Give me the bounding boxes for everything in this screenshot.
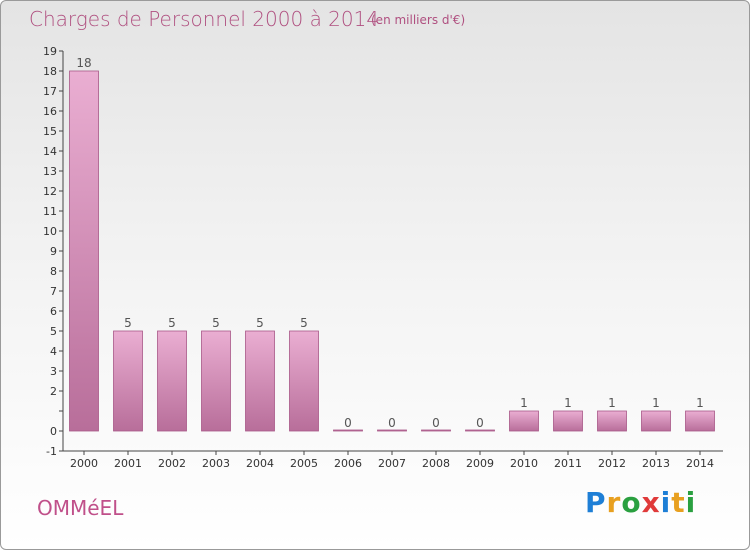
y-tick-label: 8 [50,265,57,278]
bar [685,410,715,432]
x-tick-label: 2000 [70,457,98,470]
x-tick-label: 2011 [554,457,582,470]
data-label: 0 [476,416,484,430]
bar [509,410,539,432]
data-label: 1 [520,396,528,410]
data-label: 5 [212,316,220,330]
y-tick-label: 18 [43,65,57,78]
y-tick-label: 17 [43,85,57,98]
data-label: 1 [608,396,616,410]
y-tick-label: 2 [50,385,57,398]
y-tick-label: 5 [50,325,57,338]
x-tick-label: 2012 [598,457,626,470]
y-tick-label: 7 [50,285,57,298]
data-label: 0 [432,416,440,430]
bar [69,70,99,432]
y-tick-label: 12 [43,185,57,198]
bar [597,410,627,432]
brand-letter: r [606,486,622,519]
y-tick-label: -1 [46,445,57,458]
bar [377,429,407,432]
bar [245,330,275,432]
data-label: 5 [256,316,264,330]
y-tick-label: 9 [50,245,57,258]
data-label: 5 [168,316,176,330]
chart-unit-note: (en milliers d'€) [371,13,466,27]
x-tick-label: 2014 [686,457,714,470]
data-label: 1 [652,396,660,410]
x-tick-label: 2010 [510,457,538,470]
y-tick-label: 4 [50,345,57,358]
brand-letter: i [660,486,672,519]
brand-letter: o [621,486,642,519]
x-tick-label: 2008 [422,457,450,470]
y-tick-label: 19 [43,45,57,58]
x-tick-label: 2007 [378,457,406,470]
data-label: 0 [344,416,352,430]
bar [465,429,495,432]
brand-letter: i [685,486,697,519]
x-tick-label: 2005 [290,457,318,470]
brand-letter: P [585,486,607,519]
bar [113,330,143,432]
commune-name: OMMéEL [37,496,124,520]
data-label: 1 [696,396,704,410]
data-label: 5 [124,316,132,330]
x-tick-label: 2006 [334,457,362,470]
data-label: 0 [388,416,396,430]
bar [333,429,363,432]
y-tick-label: 10 [43,225,57,238]
data-label: 5 [300,316,308,330]
y-tick-label: 0 [50,425,57,438]
y-tick-label: 13 [43,165,57,178]
y-tick-label: 15 [43,125,57,138]
data-label: 18 [76,56,91,70]
bar [289,330,319,432]
y-tick-label: 3 [50,365,57,378]
x-tick-label: 2009 [466,457,494,470]
x-tick-label: 2013 [642,457,670,470]
data-label: 1 [564,396,572,410]
chart-title: Charges de Personnel 2000 à 2014 [29,7,380,31]
x-tick-label: 2004 [246,457,274,470]
x-tick-label: 2003 [202,457,230,470]
y-tick-label: 11 [43,205,57,218]
bar [553,410,583,432]
x-tick-label: 2001 [114,457,142,470]
y-tick-label: 14 [43,145,57,158]
bar [201,330,231,432]
x-tick-label: 2002 [158,457,186,470]
y-tick-label: 6 [50,305,57,318]
proxiti-logo: Proxiti [585,486,696,519]
brand-letter: x [641,486,661,519]
y-tick-label: 16 [43,105,57,118]
bar [641,410,671,432]
bar [157,330,187,432]
brand-letter: t [671,486,686,519]
bar [421,429,451,432]
